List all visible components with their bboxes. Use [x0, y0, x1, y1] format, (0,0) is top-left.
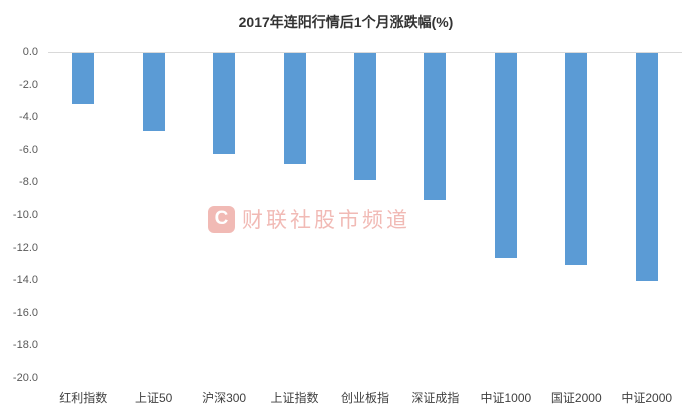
x-tick-label: 国证2000 [550, 391, 602, 405]
y-tick-label: -6.0 [19, 143, 38, 156]
y-tick-label: -18.0 [12, 339, 38, 352]
x-tick-label: 红利指数 [59, 391, 108, 405]
x-tick-label: 中证1000 [480, 391, 532, 405]
plot-area [48, 52, 682, 379]
y-tick-label: 0.0 [22, 46, 38, 58]
watermark-text: 财联社股市频道 [242, 209, 410, 232]
x-tick-label: 创业板指 [340, 391, 389, 405]
y-tick-label: -12.0 [12, 241, 38, 254]
bar [565, 53, 588, 265]
bar [635, 53, 658, 282]
bar-column [48, 53, 118, 379]
y-tick-label: -14.0 [12, 274, 38, 287]
watermark: C 财联社股市频道 [208, 204, 410, 234]
bar-column [541, 53, 611, 379]
bar [424, 53, 447, 200]
bar [494, 53, 517, 259]
bar [72, 53, 95, 104]
y-tick-label: -8.0 [19, 176, 38, 189]
bar-column [400, 53, 470, 379]
y-tick-label: -4.0 [19, 111, 38, 124]
bar-column [118, 53, 188, 379]
bar-column [189, 53, 259, 379]
bar-column [259, 53, 329, 379]
chart-title: 2017年连阳行情后1个月涨跌幅(%) [238, 14, 454, 30]
x-tick-label: 深证成指 [411, 391, 460, 405]
y-tick-label: -16.0 [12, 306, 38, 319]
bar [142, 53, 165, 132]
y-tick-label: -20.0 [12, 372, 38, 384]
bar-column [471, 53, 541, 379]
y-axis: 0.0 -2.0 -4.0 -6.0 -8.0 -10.0 -12.0 -14.0 -16.0 -… [0, 46, 42, 384]
bar-column [612, 53, 682, 379]
y-tick-label: -10.0 [12, 209, 38, 221]
x-tick-label: 中证2000 [621, 391, 673, 405]
x-tick-label: 上证指数 [270, 391, 319, 405]
watermark-logo-icon: C [208, 205, 235, 233]
bar [283, 53, 306, 164]
bar [213, 53, 236, 155]
bar [353, 53, 376, 181]
y-tick-label: -2.0 [19, 78, 38, 91]
x-tick-label: 沪深300 [202, 391, 247, 405]
x-axis: 红利指数 上证50 沪深300 上证指数 创业板指 深证成指 中证1000 国证2000 中证2… [48, 389, 682, 407]
x-tick-label: 上证50 [134, 391, 173, 405]
bar-column [330, 53, 400, 379]
